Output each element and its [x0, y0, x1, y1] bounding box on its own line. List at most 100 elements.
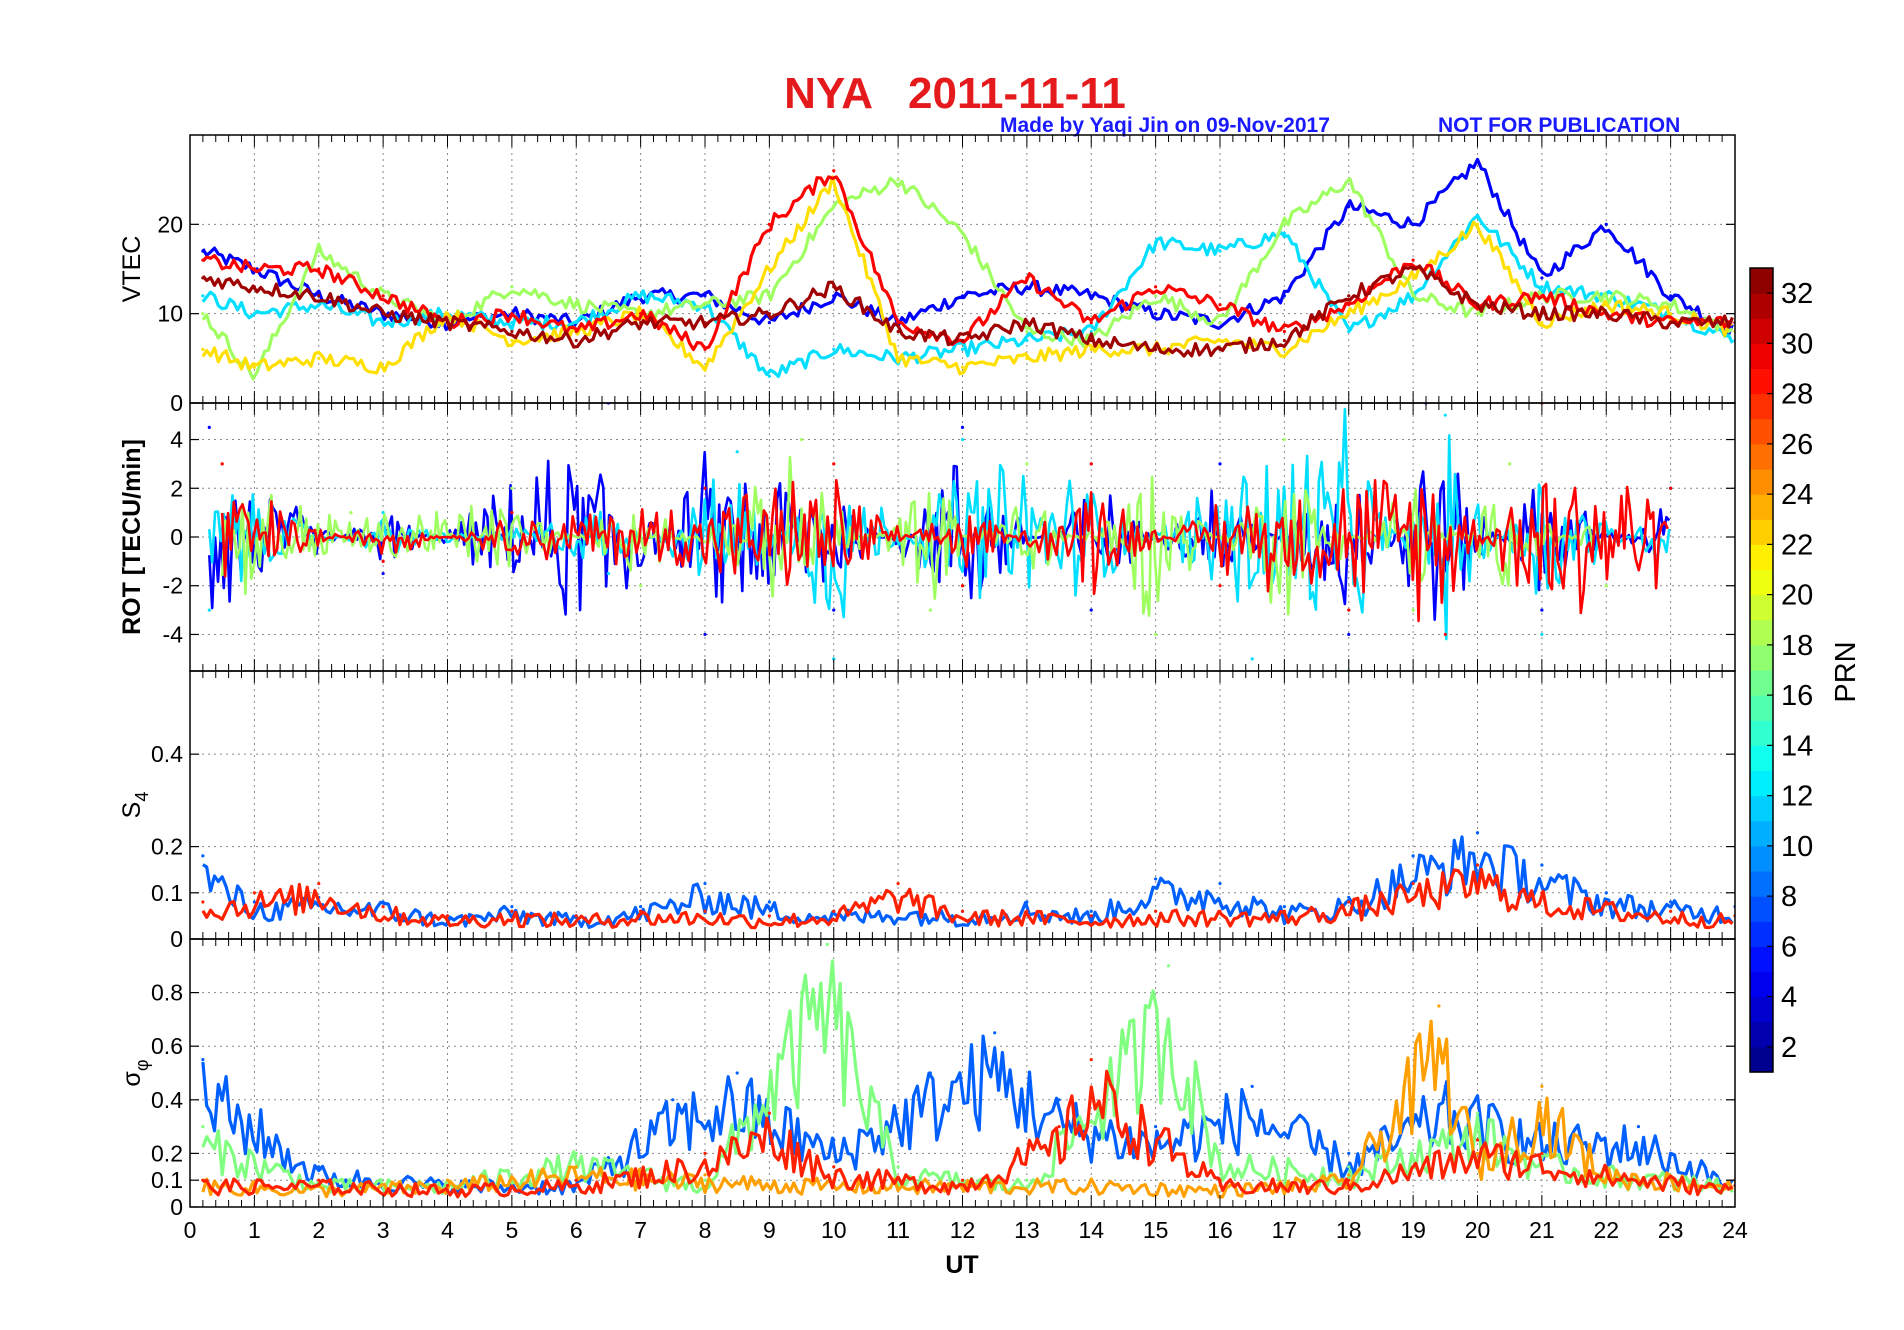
- rot-point-prn-5-0: [207, 425, 211, 429]
- rot-point-prn-12-5: [960, 437, 965, 442]
- vtec-point-prn-5-14: [1089, 294, 1093, 298]
- colorbar-tick-label-8: 8: [1781, 881, 1797, 913]
- vtec-point-prn-22-12: [960, 365, 965, 369]
- colorbar-swatch-1: [1750, 1046, 1773, 1073]
- x-tick-label-22: 22: [1593, 1217, 1619, 1243]
- s4-point-prn-8-13: [1025, 900, 1029, 904]
- vtec-point-prn-29-19: [1411, 258, 1415, 262]
- vtec-point-prn-32-4: [445, 321, 450, 325]
- sigma-point-prn-28-3: [574, 1178, 578, 1182]
- x-tick-label-8: 8: [699, 1217, 712, 1243]
- sigma-point-prn-24-7: [1089, 1178, 1093, 1182]
- y-axis-label-main-rot: ROT [TECU/min]: [118, 439, 146, 635]
- colorbar-swatch-32: [1750, 268, 1773, 294]
- rot-point-prn-18-7: [1154, 632, 1158, 637]
- colorbar-tick-label-30: 30: [1781, 328, 1813, 360]
- colorbar-swatch-12: [1750, 770, 1773, 797]
- s4-point-prn-28-7: [639, 909, 643, 913]
- vtec-point-prn-32-6: [574, 338, 578, 343]
- sigma-point-prn-28-7: [960, 1178, 965, 1182]
- sigma-point-prn-17-8: [1025, 1178, 1029, 1182]
- s4-point-prn-28-1: [252, 891, 256, 895]
- s4-point-prn-28-9: [767, 914, 771, 918]
- vtec-point-prn-22-2: [317, 356, 321, 360]
- s4-point-prn-28-19: [1411, 881, 1415, 886]
- vtec-point-prn-18-20: [1475, 312, 1480, 316]
- vtec-point-prn-32-3: [381, 312, 385, 316]
- vtec-point-prn-22-17: [1282, 347, 1286, 351]
- vtec-point-prn-22-8: [703, 365, 707, 369]
- y-tick-label-rot--4: -4: [163, 621, 184, 647]
- vtec-point-prn-5-23: [1669, 294, 1673, 298]
- vtec-point-prn-32-17: [1282, 338, 1286, 343]
- colorbar-swatch-11: [1750, 795, 1773, 822]
- y-tick-label-rot-4: 4: [170, 427, 183, 453]
- rot-point-prn-18-9: [1411, 608, 1415, 612]
- colorbar-swatch-3: [1750, 996, 1773, 1023]
- y-axis-label-vtec: VTEC: [118, 236, 146, 303]
- vtec-point-prn-22-23: [1669, 312, 1673, 316]
- vtec-point-prn-29-6: [574, 329, 578, 334]
- sigma-point-prn-17-3: [574, 1151, 578, 1155]
- x-tick-label-11: 11: [886, 1217, 910, 1243]
- vtec-point-prn-12-21: [1540, 285, 1544, 289]
- x-tick-label-20: 20: [1465, 1217, 1491, 1243]
- sigma-point-prn-8-4: [671, 1098, 675, 1102]
- rot-point-prn-18-8: [1282, 437, 1286, 442]
- vtec-point-prn-32-23: [1669, 321, 1673, 325]
- vtec-point-prn-18-12: [960, 231, 965, 235]
- x-tick-label-1: 1: [248, 1217, 261, 1243]
- vtec-point-prn-5-17: [1282, 294, 1286, 298]
- rot-trace-prn-12: [208, 407, 1671, 641]
- sigma-trace-prn-28: [202, 1069, 1734, 1199]
- vtec-point-prn-22-19: [1411, 276, 1415, 280]
- rot-point-prn-5-4: [832, 608, 836, 612]
- rot-point-prn-12-9: [1443, 413, 1447, 417]
- colorbar-label: PRN: [1830, 641, 1862, 702]
- y-axis-label-main-vtec: VTEC: [118, 236, 146, 303]
- sigma-point-prn-28-11: [1347, 1178, 1351, 1182]
- vtec-point-prn-22-20: [1475, 222, 1480, 226]
- colorbar-swatch-2: [1750, 1021, 1773, 1048]
- vtec-point-prn-32-13: [1025, 321, 1029, 325]
- rot-point-prn-5-6: [1089, 608, 1093, 612]
- vtec-point-prn-12-14: [1089, 329, 1093, 334]
- vtec-point-prn-32-10: [832, 285, 836, 289]
- rot-point-prn-18-6: [1025, 462, 1029, 466]
- vtec-point-prn-5-0: [201, 249, 205, 253]
- vtec-point-prn-32-11: [896, 329, 900, 334]
- sigma-point-prn-17-9: [1166, 964, 1171, 968]
- vtec-point-prn-32-12: [960, 338, 965, 343]
- sigma-point-prn-24-3: [574, 1165, 578, 1169]
- rot-point-prn-5-10: [1540, 608, 1544, 612]
- sigma-point-prn-8-10: [1154, 1125, 1158, 1129]
- colorbar-swatch-9: [1750, 845, 1773, 872]
- rot-point-prn-29-11: [1669, 486, 1673, 490]
- s4-point-prn-28-17: [1282, 909, 1286, 913]
- s4-point-prn-28-13: [1025, 909, 1029, 913]
- vtec-point-prn-18-15: [1154, 294, 1158, 298]
- sigma-point-prn-17-4: [703, 1178, 707, 1182]
- y-tick-label-vtec-10: 10: [157, 301, 183, 327]
- y-tick-label-s4-0.1: 0.1: [151, 880, 183, 906]
- vtec-point-prn-18-6: [574, 303, 578, 307]
- sigma-point-prn-17-6: [825, 942, 829, 946]
- rot-point-prn-18-5: [928, 608, 932, 612]
- x-tick-label-24: 24: [1722, 1217, 1748, 1243]
- colorbar-swatch-15: [1750, 695, 1773, 721]
- vtec-point-prn-18-19: [1411, 294, 1415, 298]
- s4-point-prn-8-14: [1089, 909, 1093, 913]
- vtec-point-prn-32-16: [1218, 347, 1222, 351]
- x-tick-label-21: 21: [1529, 1217, 1555, 1243]
- y-tick-label-sigma-0.6: 0.6: [151, 1033, 183, 1059]
- s4-point-prn-28-14: [1089, 914, 1093, 918]
- colorbar-swatch-10: [1750, 820, 1773, 847]
- y-axis-label-main-s4: S: [118, 802, 146, 819]
- vtec-point-prn-32-15: [1154, 347, 1158, 351]
- vtec-point-prn-22-4: [445, 312, 450, 316]
- vtec-point-prn-18-5: [510, 285, 514, 289]
- vtec-point-prn-29-8: [703, 347, 707, 351]
- colorbar-swatch-28: [1750, 368, 1773, 395]
